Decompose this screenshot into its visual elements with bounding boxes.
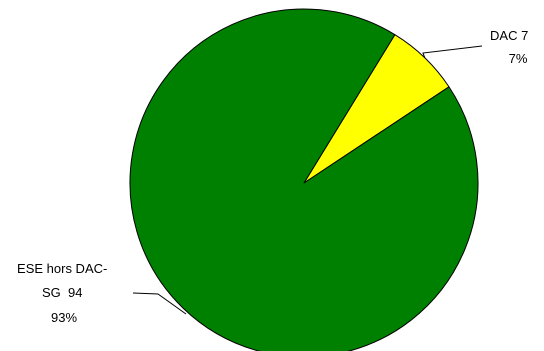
slice-label-dac-7: DAC 7 7% (490, 28, 532, 66)
slice-label-ese-name-line2: SG 94 (42, 285, 82, 300)
leader-line-dac-7 (422, 45, 483, 58)
slice-label-ese-name-line1: ESE hors DAC- (17, 261, 107, 276)
slice-label-ese-percent: 93% (51, 310, 77, 325)
slice-label-ese-hors-dac-sg-94: ESE hors DAC- SG 94 93% (17, 261, 111, 325)
pie-slices (129, 8, 479, 351)
pie-slice-1 (129, 8, 479, 351)
leader-line-ese (132, 292, 187, 315)
slice-label-dac-7-name: DAC 7 (490, 28, 528, 43)
slice-label-dac-7-percent: 7% (509, 51, 528, 66)
leader-lines (132, 45, 483, 315)
